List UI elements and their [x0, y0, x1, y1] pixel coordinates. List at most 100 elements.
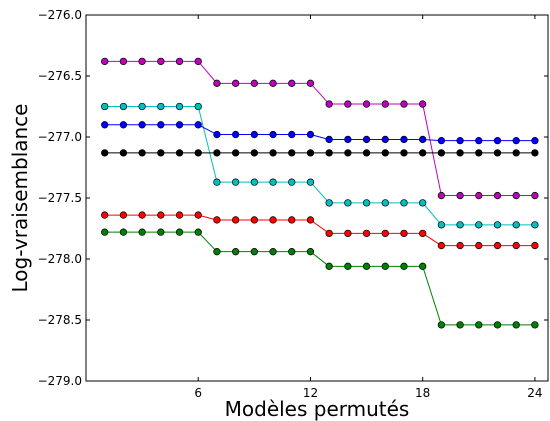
data-point: [512, 241, 520, 250]
data-point: [306, 248, 315, 256]
data-point: [475, 241, 483, 250]
data-point: [194, 211, 202, 219]
data-point: [288, 79, 296, 87]
data-point: [325, 199, 333, 207]
data-point: [400, 135, 408, 144]
y-tick-label: −277.0: [38, 130, 82, 144]
data-point: [157, 121, 165, 129]
data-point: [325, 149, 333, 157]
series-2: [101, 102, 539, 229]
axes: −279.0 −278.5 −278.0 −277.5 −277.0 −276.5 −276…: [38, 8, 548, 400]
data-point: [419, 229, 427, 238]
series-3: [101, 121, 539, 145]
data-point: [250, 130, 258, 139]
data-point: [531, 137, 539, 145]
data-point: [512, 137, 520, 145]
data-point: [456, 221, 464, 229]
data-point: [344, 135, 352, 144]
data-point: [157, 211, 165, 219]
data-point: [250, 248, 258, 256]
series-4: [101, 149, 539, 157]
data-point: [269, 149, 277, 157]
data-point: [475, 149, 483, 157]
data-point: [512, 321, 520, 329]
data-point: [493, 241, 502, 250]
data-point: [288, 216, 296, 224]
data-point: [362, 199, 371, 207]
data-point: [437, 137, 446, 145]
data-point: [362, 262, 371, 270]
data-point: [419, 100, 427, 108]
data-point: [493, 149, 502, 157]
data-point: [175, 57, 184, 66]
x-axis-title: Modèles permutés: [225, 397, 410, 421]
data-point: [157, 149, 165, 157]
data-point: [231, 178, 240, 186]
data-point: [250, 149, 258, 157]
x-tick-label: 12: [303, 386, 318, 400]
data-point: [400, 262, 408, 270]
data-point: [269, 178, 277, 186]
data-point: [194, 57, 202, 66]
data-point: [344, 229, 352, 238]
data-point: [288, 149, 296, 157]
x-tick-label: 6: [194, 386, 202, 400]
y-tick-label: −278.5: [38, 313, 82, 327]
data-point: [381, 199, 389, 207]
data-point: [250, 216, 258, 224]
y-axis-title: Log-vraisemblance: [8, 104, 32, 293]
data-point: [231, 248, 240, 256]
plot-area: [101, 57, 539, 329]
data-point: [531, 221, 539, 229]
data-point: [475, 191, 483, 200]
data-point: [101, 102, 109, 111]
data-point: [119, 57, 128, 66]
data-point: [194, 149, 202, 157]
data-point: [512, 149, 520, 157]
data-point: [306, 149, 315, 157]
data-point: [419, 135, 427, 144]
data-point: [138, 121, 146, 129]
data-point: [213, 178, 221, 186]
data-point: [400, 199, 408, 207]
data-point: [325, 262, 333, 270]
data-point: [288, 130, 296, 139]
data-point: [157, 102, 165, 111]
x-tick-label: 24: [527, 386, 542, 400]
data-point: [531, 191, 539, 200]
data-point: [101, 149, 109, 157]
data-point: [119, 121, 128, 129]
data-point: [157, 57, 165, 66]
data-point: [213, 79, 221, 87]
data-point: [512, 191, 520, 200]
data-point: [325, 135, 333, 144]
data-point: [306, 216, 315, 224]
data-point: [400, 229, 408, 238]
data-point: [138, 149, 146, 157]
data-point: [138, 211, 146, 219]
data-point: [250, 79, 258, 87]
data-point: [437, 149, 446, 157]
data-point: [194, 121, 202, 129]
data-point: [306, 79, 315, 87]
data-point: [437, 191, 446, 200]
data-point: [213, 216, 221, 224]
data-point: [362, 135, 371, 144]
data-point: [475, 321, 483, 329]
data-point: [269, 216, 277, 224]
series-5: [101, 211, 539, 250]
series-1: [101, 57, 539, 200]
data-point: [269, 248, 277, 256]
data-point: [306, 178, 315, 186]
data-point: [175, 211, 184, 219]
data-point: [400, 100, 408, 108]
x-tick-label: 18: [415, 386, 430, 400]
data-point: [531, 321, 539, 329]
data-point: [362, 100, 371, 108]
y-tick-label: −278.0: [38, 252, 82, 266]
data-point: [119, 228, 128, 236]
data-point: [269, 79, 277, 87]
y-tick-label: −277.5: [38, 191, 82, 205]
